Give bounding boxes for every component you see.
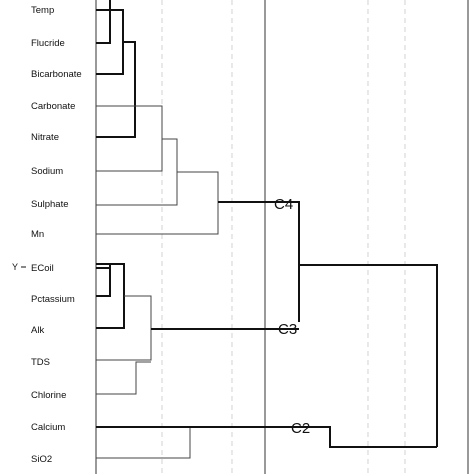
branch	[96, 267, 111, 297]
cluster-label-c4: C4	[274, 196, 293, 213]
leaf-label: Chlorine	[31, 390, 66, 401]
branch	[96, 105, 163, 172]
cluster-label-c2: C2	[291, 420, 310, 437]
branch	[96, 138, 178, 206]
leaf-label: Pctassium	[31, 294, 75, 305]
axis-label: Y	[12, 262, 18, 272]
leaf-label: Temp	[31, 5, 54, 16]
branch	[96, 9, 111, 44]
leaf-label: TDS	[31, 357, 50, 368]
branch	[96, 41, 136, 138]
leaf-label: Flucride	[31, 38, 65, 49]
branch	[218, 201, 300, 322]
branch	[96, 427, 191, 459]
leaf-label: Nitrate	[31, 132, 59, 143]
leaf-label: Sodium	[31, 166, 63, 177]
leaf-label: Carbonate	[31, 101, 75, 112]
leaf-label: Alk	[31, 325, 44, 336]
cluster-labels: C4 C3 C2	[274, 196, 310, 437]
branch	[299, 264, 438, 447]
reference-lines	[95, 0, 469, 474]
leaf-label: Bicarbonate	[31, 69, 82, 80]
leaf-labels: Temp Flucride Bicarbonate Carbonate Nitr…	[31, 5, 82, 465]
leaf-label: Mn	[31, 229, 44, 240]
branches	[96, 0, 438, 459]
leaf-label: Sulphate	[31, 199, 69, 210]
branch	[96, 361, 151, 395]
leaf-label: Calcium	[31, 422, 65, 433]
leaf-label: ECoil	[31, 263, 54, 274]
branch	[96, 426, 437, 448]
branch	[96, 171, 219, 235]
leaf-label: SiO2	[31, 454, 52, 465]
cluster-label-c3: C3	[278, 321, 297, 338]
